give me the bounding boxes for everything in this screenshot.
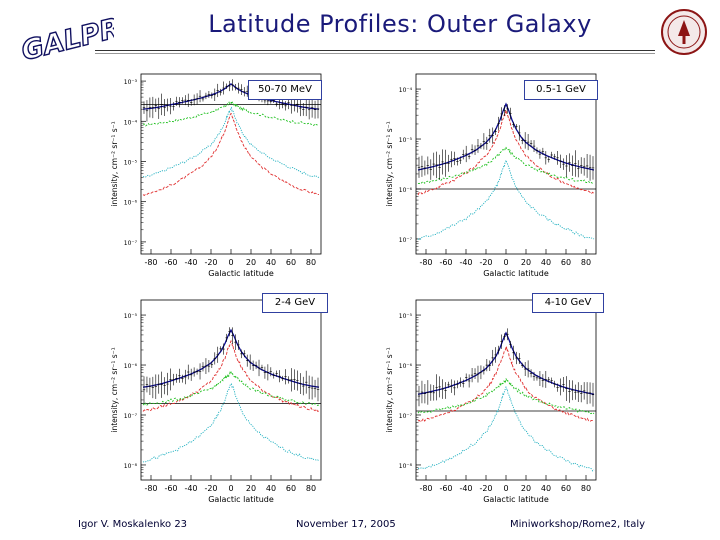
x-tick-label: -20 [479,258,492,267]
series-line-0 [417,331,595,395]
x-tick-label: -20 [479,484,492,493]
footer-venue: Miniworkshop/Rome2, Italy [510,519,646,530]
x-tick-label: 0 [503,258,508,267]
x-tick-label: -60 [164,484,177,493]
y-tick-label: 10⁻⁸ [399,463,413,470]
x-tick-label: 0 [228,258,233,267]
x-tick-label: -60 [164,258,177,267]
x-tick-label: -80 [144,258,157,267]
y-axis-label: intensity, cm⁻² sr⁻¹ s⁻¹ [110,121,119,206]
plot-frame [140,73,322,255]
y-tick-label: 10⁻⁶ [399,187,413,194]
title-divider [95,50,655,51]
y-tick-label: 10⁻⁵ [124,313,138,320]
footer-author: Igor V. Moskalenko 23 [78,519,188,530]
y-axis-label: intensity, cm⁻² sr⁻¹ s⁻¹ [110,347,119,432]
y-tick-label: 10⁻⁷ [124,240,138,247]
x-tick-label: 40 [541,484,551,493]
x-tick-label: -80 [419,258,432,267]
stanford-seal [661,9,707,55]
chart-panel-2-4-gev: 10⁻⁵ 10⁻⁶ 10⁻⁷ 10⁻⁸ -80 -60 -40 -20 0 20 40 60 80 Gal… [110,299,322,504]
x-tick-label: 60 [286,258,296,267]
x-tick-label: 60 [286,484,296,493]
x-tick-label: -40 [459,258,472,267]
x-axis-label: Galactic latitude [483,269,549,278]
y-tick-label: 10⁻⁸ [124,463,138,470]
page-title: Latitude Profiles: Outer Galaxy [208,10,592,38]
panel-label-50-70-mev: 50-70 MeV [248,80,322,100]
y-tick-label: 10⁻⁴ [399,87,413,94]
series-line-2 [417,378,595,415]
x-tick-label: 40 [266,258,276,267]
x-tick-label: 20 [246,258,256,267]
panel-label-4-10-gev: 4-10 GeV [532,293,604,313]
x-tick-label: -60 [439,258,452,267]
x-tick-label: -60 [439,484,452,493]
x-tick-label: -40 [459,484,472,493]
chart-panel-4-10-gev: 10⁻⁵ 10⁻⁶ 10⁻⁷ 10⁻⁸ -80 -60 -40 -20 0 20 40 60 80 Gal… [385,299,597,504]
panel-label-2-4-gev: 2-4 GeV [262,293,328,313]
series-line-1 [142,339,320,412]
plot-frame [140,299,322,481]
series-line-3 [142,383,320,463]
y-tick-label: 10⁻⁶ [124,200,138,207]
x-tick-label: -20 [204,484,217,493]
x-tick-label: 40 [541,258,551,267]
series-line-2 [142,370,320,407]
y-tick-label: 10⁻⁴ [124,119,138,126]
x-axis-label: Galactic latitude [208,495,274,504]
y-tick-label: 10⁻³ [124,79,138,86]
x-axis-label: Galactic latitude [483,495,549,504]
panel-label-0.5-1-gev: 0.5-1 GeV [524,80,598,100]
x-tick-label: -40 [184,484,197,493]
x-tick-label: 60 [561,484,571,493]
chart-panel-50-70-mev: 10⁻³ 10⁻⁴ 10⁻⁵ 10⁻⁶ 10⁻⁷ -80 -60 -40 -20 0 20 40 60 8… [110,73,322,278]
x-tick-label: 0 [503,484,508,493]
y-axis-label: intensity, cm⁻² sr⁻¹ s⁻¹ [385,121,394,206]
y-axis-label: intensity, cm⁻² sr⁻¹ s⁻¹ [385,347,394,432]
x-tick-label: 20 [521,484,531,493]
y-tick-label: 10⁻⁵ [399,313,413,320]
x-tick-label: 40 [266,484,276,493]
y-tick-label: 10⁻⁶ [124,363,138,370]
series-line-1 [417,109,595,196]
y-tick-label: 10⁻⁷ [399,237,413,244]
y-tick-label: 10⁻⁷ [399,413,413,420]
x-tick-label: -80 [144,484,157,493]
x-tick-label: 80 [306,258,316,267]
galprop-logo: GALPROP [18,8,114,60]
y-tick-label: 10⁻⁷ [124,413,138,420]
chart-panel-0.5-1-gev: 10⁻⁴ 10⁻⁵ 10⁻⁶ 10⁻⁷ -80 -60 -40 -20 0 20 40 60 80 Gal… [385,73,597,278]
y-tick-label: 10⁻⁵ [124,159,138,166]
series-line-1 [417,345,595,423]
plot-frame [415,299,597,481]
title-divider-secondary [95,53,655,54]
x-tick-label: 20 [521,258,531,267]
x-tick-label: 80 [581,484,591,493]
x-tick-label: 60 [561,258,571,267]
series-line-3 [418,385,595,472]
x-tick-label: 0 [228,484,233,493]
x-tick-label: -40 [184,258,197,267]
x-tick-label: 80 [306,484,316,493]
series-line-3 [142,112,319,196]
series-line-0 [417,102,595,171]
series-line-0 [142,83,320,110]
footer-date: November 17, 2005 [296,519,396,530]
x-tick-label: -20 [204,258,217,267]
x-tick-label: 80 [581,258,591,267]
series-line-2 [417,146,595,185]
y-tick-label: 10⁻⁶ [399,363,413,370]
x-tick-label: 20 [246,484,256,493]
x-tick-label: -80 [419,484,432,493]
y-tick-label: 10⁻⁵ [399,137,413,144]
x-axis-label: Galactic latitude [208,269,274,278]
series-line-0 [142,328,320,388]
series-line-1 [142,99,320,127]
